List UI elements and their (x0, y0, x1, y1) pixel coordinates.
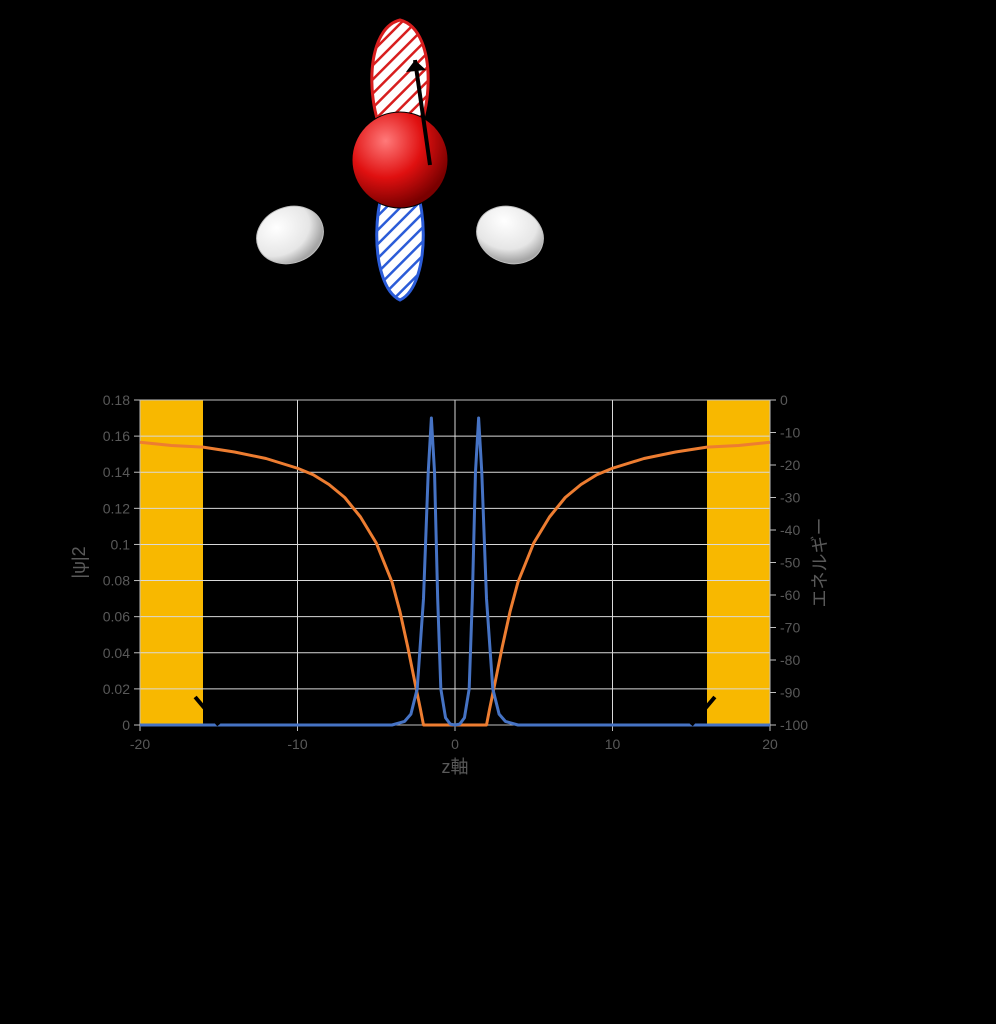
ytick-left-label: 0.04 (103, 645, 130, 661)
z-axis-label: z (449, 37, 468, 78)
ytick-left-label: 0.12 (103, 500, 130, 516)
xtick-label: 20 (762, 736, 778, 752)
ytick-right-label: -50 (780, 555, 800, 571)
molecule-svg: z (200, 10, 600, 340)
ytick-right-label: -70 (780, 620, 800, 636)
ytick-right-label: -20 (780, 457, 800, 473)
ytick-left-label: 0.1 (111, 536, 131, 552)
hydrogen-left (248, 197, 331, 273)
ytick-left-label: 0.18 (103, 392, 130, 408)
xtick-label: -10 (287, 736, 307, 752)
barrier-left (140, 400, 203, 725)
chart-container: -20-100102000.020.040.060.080.10.120.140… (60, 390, 830, 790)
oxygen-atom (352, 112, 448, 208)
molecule-diagram: z (200, 10, 600, 340)
hydrogen-right (468, 197, 551, 273)
ytick-left-label: 0 (122, 717, 130, 733)
ytick-left-label: 0.06 (103, 609, 130, 625)
y-left-axis-label: |ψ|2 (69, 546, 89, 578)
xtick-label: -20 (130, 736, 150, 752)
ytick-right-label: -80 (780, 652, 800, 668)
ytick-left-label: 0.14 (103, 464, 130, 480)
ytick-right-label: -40 (780, 522, 800, 538)
barrier-right (707, 400, 770, 725)
ytick-right-label: -90 (780, 685, 800, 701)
y-right-axis-label: エネルギー (810, 518, 830, 608)
ytick-right-label: 0 (780, 392, 788, 408)
xtick-label: 10 (605, 736, 621, 752)
ytick-right-label: -60 (780, 587, 800, 603)
ytick-right-label: -100 (780, 717, 808, 733)
x-axis-label: z軸 (442, 757, 469, 777)
ytick-left-label: 0.02 (103, 681, 130, 697)
ytick-left-label: 0.16 (103, 428, 130, 444)
ytick-left-label: 0.08 (103, 573, 130, 589)
chart-svg: -20-100102000.020.040.060.080.10.120.140… (60, 390, 830, 790)
ytick-right-label: -30 (780, 490, 800, 506)
ytick-right-label: -10 (780, 425, 800, 441)
xtick-label: 0 (451, 736, 459, 752)
